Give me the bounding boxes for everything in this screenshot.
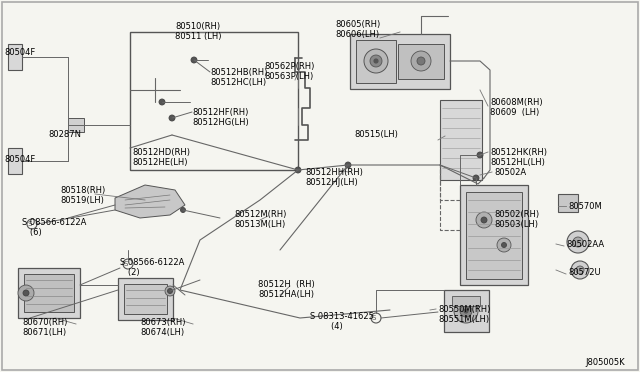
Text: 80670(RH)
80671(LH): 80670(RH) 80671(LH) xyxy=(22,318,67,337)
Bar xyxy=(124,284,167,314)
Circle shape xyxy=(295,167,301,173)
Circle shape xyxy=(165,286,175,296)
Text: 80504F: 80504F xyxy=(4,155,35,164)
Bar xyxy=(398,44,444,79)
Text: 80512H  (RH)
80512HA(LH): 80512H (RH) 80512HA(LH) xyxy=(258,280,315,299)
Bar xyxy=(440,100,482,180)
Bar xyxy=(460,185,528,285)
Text: 80512HD(RH)
80512HE(LH): 80512HD(RH) 80512HE(LH) xyxy=(132,148,190,167)
Text: 80572U: 80572U xyxy=(568,268,600,277)
Circle shape xyxy=(454,299,478,323)
Text: 80570M: 80570M xyxy=(568,202,602,211)
Circle shape xyxy=(481,217,487,223)
Text: S 08566-6122A
   (2): S 08566-6122A (2) xyxy=(120,258,184,278)
Text: 80512HH(RH)
80512HJ(LH): 80512HH(RH) 80512HJ(LH) xyxy=(305,168,363,187)
Text: 80504F: 80504F xyxy=(4,48,35,57)
Circle shape xyxy=(364,49,388,73)
Circle shape xyxy=(567,231,589,253)
Bar xyxy=(118,278,173,320)
Bar xyxy=(24,274,74,312)
Bar xyxy=(466,192,522,279)
Text: S: S xyxy=(124,261,128,267)
Circle shape xyxy=(576,266,584,274)
Text: S: S xyxy=(28,221,32,227)
Bar xyxy=(68,118,84,132)
Circle shape xyxy=(497,238,511,252)
Circle shape xyxy=(191,57,197,63)
Circle shape xyxy=(477,152,483,158)
Circle shape xyxy=(169,115,175,121)
Circle shape xyxy=(23,290,29,296)
Text: 80512HK(RH)
80512HL(LH): 80512HK(RH) 80512HL(LH) xyxy=(490,148,547,167)
Circle shape xyxy=(168,289,173,294)
Bar xyxy=(8,148,22,174)
Text: 80515(LH): 80515(LH) xyxy=(354,130,398,139)
Bar xyxy=(130,32,298,170)
Text: 80512HF(RH)
80512HG(LH): 80512HF(RH) 80512HG(LH) xyxy=(192,108,249,127)
Text: 80608M(RH)
80609  (LH): 80608M(RH) 80609 (LH) xyxy=(490,98,543,118)
Bar xyxy=(452,296,480,306)
Circle shape xyxy=(464,309,468,313)
Circle shape xyxy=(370,55,382,67)
Text: 80502(RH)
80503(LH): 80502(RH) 80503(LH) xyxy=(494,210,539,230)
Circle shape xyxy=(473,175,479,181)
Circle shape xyxy=(571,261,589,279)
Circle shape xyxy=(502,243,506,247)
Circle shape xyxy=(460,305,472,317)
Text: 80502A: 80502A xyxy=(494,168,526,177)
Text: S 08313-41625
        (4): S 08313-41625 (4) xyxy=(310,312,374,331)
Text: 80512HB(RH)
80512HC(LH): 80512HB(RH) 80512HC(LH) xyxy=(210,68,268,87)
Circle shape xyxy=(180,208,186,212)
Text: 80673(RH)
80674(LH): 80673(RH) 80674(LH) xyxy=(140,318,186,337)
Text: S 08566-6122A
   (6): S 08566-6122A (6) xyxy=(22,218,86,237)
Text: S: S xyxy=(372,315,376,321)
Bar xyxy=(8,44,22,70)
Text: 80562P(RH)
80563P(LH): 80562P(RH) 80563P(LH) xyxy=(264,62,314,81)
Bar xyxy=(18,268,80,318)
Text: 80502AA: 80502AA xyxy=(566,240,604,249)
Polygon shape xyxy=(115,185,185,218)
Bar xyxy=(558,194,578,212)
Circle shape xyxy=(417,57,425,65)
Circle shape xyxy=(18,285,34,301)
Text: 80518(RH)
80519(LH): 80518(RH) 80519(LH) xyxy=(60,186,105,205)
Circle shape xyxy=(573,237,583,247)
Text: 80512M(RH)
80513M(LH): 80512M(RH) 80513M(LH) xyxy=(234,210,286,230)
Text: 80605(RH)
80606(LH): 80605(RH) 80606(LH) xyxy=(335,20,380,39)
Bar xyxy=(444,290,489,332)
Bar xyxy=(356,40,396,83)
Bar xyxy=(350,34,450,89)
Circle shape xyxy=(374,59,378,63)
Circle shape xyxy=(345,162,351,168)
Text: J805005K: J805005K xyxy=(586,358,625,367)
Text: 80287N: 80287N xyxy=(48,130,81,139)
Circle shape xyxy=(159,99,165,105)
Text: 80510(RH)
80511 (LH): 80510(RH) 80511 (LH) xyxy=(175,22,221,41)
Circle shape xyxy=(411,51,431,71)
Circle shape xyxy=(476,212,492,228)
Text: 80550M(RH)
80551M(LH): 80550M(RH) 80551M(LH) xyxy=(438,305,490,324)
